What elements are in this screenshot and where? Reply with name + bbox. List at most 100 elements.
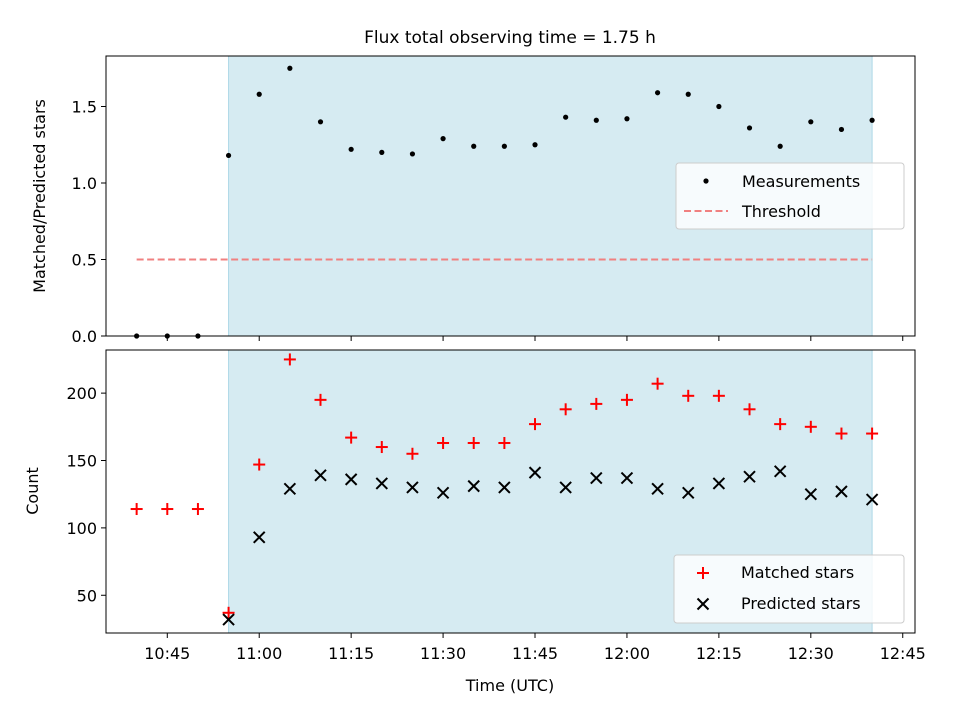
matched-star-point <box>559 403 572 416</box>
chart-title: Flux total observing time = 1.75 h <box>364 28 656 48</box>
measurement-point <box>716 103 722 110</box>
bottom-y-tick-label: 150 <box>66 452 97 471</box>
matched-star-point <box>712 389 725 402</box>
top-x-ticks <box>166 336 904 341</box>
measurement-point <box>287 65 293 71</box>
predicted-star-point <box>467 479 480 493</box>
matched-star-point <box>467 436 480 449</box>
predicted-star-point <box>620 471 634 485</box>
predicted-star-point <box>344 473 358 486</box>
matched-star-point <box>866 427 879 440</box>
predicted-star-point <box>559 481 572 494</box>
predicted-star-point <box>835 485 848 498</box>
measurement-point <box>501 143 507 149</box>
x-tick-label: 12:45 <box>880 644 926 663</box>
predicted-star-point <box>651 482 664 496</box>
measurement-point <box>654 90 661 96</box>
matched-legend-marker <box>697 567 709 579</box>
predicted-legend-marker <box>696 597 710 611</box>
predicted-legend-label: Predicted stars <box>741 594 861 613</box>
matched-star-point <box>620 393 633 406</box>
measurement-point <box>379 149 385 155</box>
x-axis-label: Time (UTC) <box>465 676 554 695</box>
predicted-star-point <box>804 487 818 501</box>
predicted-star-point <box>498 481 511 494</box>
x-tick-label: 12:30 <box>788 644 834 663</box>
measurement-point <box>808 119 814 125</box>
bottom-y-tick-label: 100 <box>66 519 97 538</box>
predicted-star-point <box>436 486 450 500</box>
matched-star-point <box>774 418 787 431</box>
matched-star-point <box>590 397 603 410</box>
predicted-star-point <box>222 613 235 626</box>
measurement-point <box>869 117 875 123</box>
bottom-panel: 50 100 150 200 10:45 11:00 11:15 11:30 11:45 12:… <box>23 349 926 695</box>
predicted-star-point <box>590 471 603 485</box>
matched-star-point <box>835 427 848 440</box>
bottom-y-tick-label: 200 <box>66 384 97 403</box>
top-y-tick-label: 0.5 <box>72 250 97 269</box>
predicted-star-point <box>406 481 419 494</box>
predicted-star-point <box>682 486 695 500</box>
predicted-star-point <box>253 531 266 544</box>
bottom-y-ticks: 50 100 150 200 <box>66 384 106 605</box>
predicted-star-point <box>773 465 787 478</box>
measurements-legend-label: Measurements <box>742 172 860 191</box>
top-y-tick-label: 0.0 <box>72 327 97 346</box>
predicted-star-point <box>743 470 756 483</box>
top-y-axis-label: Matched/Predicted stars <box>30 99 49 293</box>
matched-star-point <box>651 377 664 390</box>
matched-star-point <box>345 431 358 444</box>
top-y-tick-label: 1.5 <box>72 97 97 116</box>
measurement-point <box>409 151 416 157</box>
threshold-legend-label: Threshold <box>741 202 821 221</box>
measurement-point <box>256 91 262 97</box>
matched-star-point <box>406 447 419 460</box>
x-tick-label: 11:30 <box>420 644 466 663</box>
bottom-legend: Matched stars Predicted stars <box>673 554 905 624</box>
measurement-point <box>348 146 354 152</box>
predicted-star-point <box>314 469 327 482</box>
x-tick-label: 11:15 <box>328 644 374 663</box>
measurement-point <box>746 125 753 131</box>
matched-star-point <box>130 503 143 516</box>
bottom-y-axis-label: Count <box>23 467 42 515</box>
measurement-point <box>471 143 477 149</box>
measurement-point <box>563 114 569 120</box>
x-tick-label: 11:45 <box>512 644 558 663</box>
bottom-y-tick-label: 50 <box>77 586 97 605</box>
matched-legend-plus <box>697 567 709 579</box>
measurements-legend-marker <box>703 178 709 184</box>
measurement-point <box>593 117 599 123</box>
x-tick-label: 11:00 <box>236 644 282 663</box>
matched-star-point <box>161 503 174 516</box>
bottom-series <box>130 353 879 626</box>
bottom-legend-box <box>673 554 905 624</box>
top-y-tick-label: 1.0 <box>72 174 97 193</box>
measurement-point <box>317 119 324 125</box>
measurement-point <box>225 152 232 159</box>
matched-star-point <box>743 403 756 416</box>
top-y-ticks: 0.0 0.5 1.0 1.5 <box>72 97 106 346</box>
measurement-point <box>685 91 691 97</box>
bottom-x-ticks: 10:45 11:00 11:15 11:30 11:45 12:00 12:15 12:30… <box>144 633 926 663</box>
top-legend-box <box>675 162 905 230</box>
matched-star-point <box>529 418 542 431</box>
x-tick-label: 12:15 <box>696 644 742 663</box>
matched-star-point <box>314 393 327 406</box>
measurement-point <box>532 142 538 148</box>
measurement-point <box>440 136 446 142</box>
bottom-axes-frame <box>105 349 916 634</box>
predicted-star-point <box>375 477 389 490</box>
predicted-star-point <box>283 482 297 496</box>
predicted-star-point <box>528 466 542 479</box>
matched-star-point <box>191 503 204 516</box>
matched-star-point <box>682 389 695 402</box>
matched-star-point <box>222 606 235 619</box>
matched-star-point <box>498 436 511 449</box>
matched-star-point <box>804 420 817 433</box>
top-legend: Measurements Threshold <box>675 162 905 230</box>
x-tick-label: 12:00 <box>604 644 650 663</box>
predicted-star-point <box>712 477 726 490</box>
top-panel: 0.0 0.5 1.0 1.5 Matched/Predicted stars Mea… <box>30 55 916 346</box>
